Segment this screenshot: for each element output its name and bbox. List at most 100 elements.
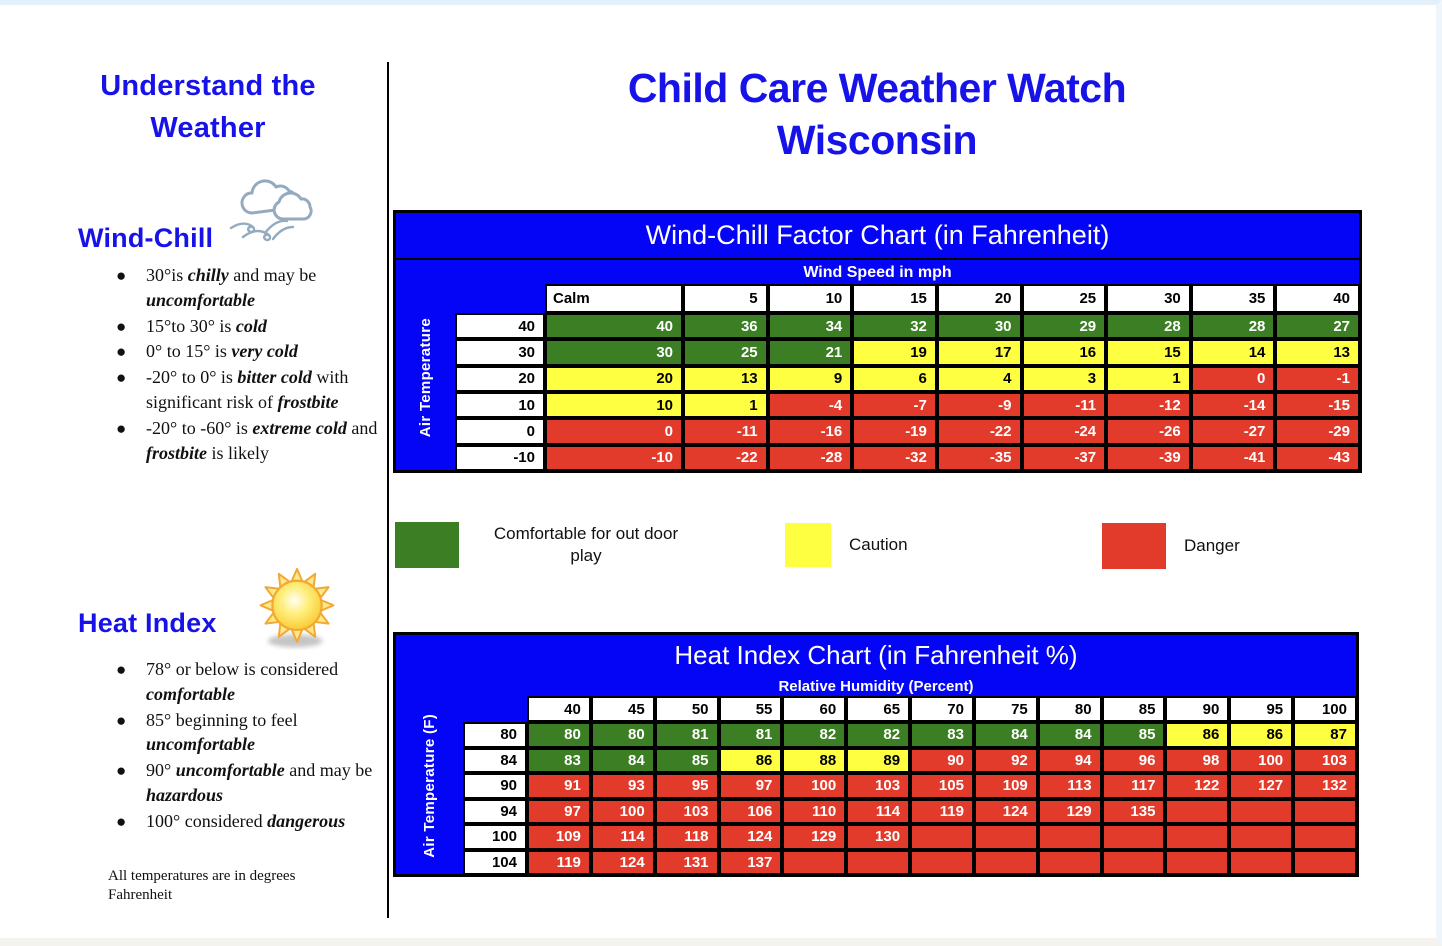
value-cell: 132 <box>1293 773 1357 799</box>
comfortable-color-swatch <box>395 522 459 568</box>
value-cell: -19 <box>852 418 937 445</box>
value-cell <box>1229 849 1294 875</box>
temperature-footnote: All temperatures are in degrees Fahrenhe… <box>108 868 296 903</box>
value-cell: 13 <box>683 365 768 393</box>
legend-danger: Danger <box>1102 523 1240 569</box>
column-header: 10 <box>767 284 853 313</box>
value-cell <box>782 849 847 875</box>
value-cell: 9 <box>767 365 853 393</box>
air-temperature-axis-label: Air Temperature (F) <box>396 697 462 874</box>
value-cell: 103 <box>846 773 911 799</box>
value-cell <box>1037 849 1102 875</box>
value-cell: 84 <box>590 747 655 773</box>
value-cell: -10 <box>545 444 683 472</box>
value-cell: 98 <box>1165 747 1230 773</box>
value-cell: 3 <box>1021 365 1107 393</box>
value-cell: -26 <box>1106 418 1191 445</box>
column-header: 60 <box>782 696 847 722</box>
value-cell: -14 <box>1190 391 1276 419</box>
wind-chill-heading: Wind-Chill <box>78 223 214 253</box>
value-cell: -39 <box>1106 444 1191 472</box>
caution-color-swatch <box>785 523 831 567</box>
column-header: 55 <box>718 696 783 722</box>
value-cell: 135 <box>1101 798 1166 824</box>
column-header: 40 <box>1275 284 1360 313</box>
value-cell <box>1101 824 1166 850</box>
air-temperature-axis-text: Air Temperature (F) <box>420 713 438 858</box>
value-cell: 6 <box>852 365 937 393</box>
value-cell: 30 <box>545 339 683 366</box>
bullet-item: ● 78° or below is considered comfortable <box>112 657 397 707</box>
caution-label: Caution <box>849 534 908 554</box>
value-cell: 129 <box>782 824 847 850</box>
value-cell: -16 <box>767 418 853 445</box>
value-cell: 40 <box>545 312 683 340</box>
vertical-divider <box>387 62 389 918</box>
value-cell: 92 <box>973 747 1038 773</box>
value-cell: 14 <box>1190 339 1276 366</box>
bullet-marker: ● <box>116 342 127 362</box>
value-cell: 86 <box>1229 722 1294 748</box>
danger-label: Danger <box>1184 535 1240 555</box>
value-cell: 4 <box>936 365 1022 393</box>
value-cell: -35 <box>936 444 1022 472</box>
bullet-item: ● -20° to 0° is bitter cold with signific… <box>112 365 390 415</box>
value-cell <box>1229 824 1294 850</box>
bullet-text: 0° to 15° is very cold <box>146 341 298 362</box>
bullet-text: 85° beginning to feel uncomfortable <box>146 709 298 755</box>
value-cell: 130 <box>846 824 911 850</box>
value-cell: 127 <box>1229 773 1294 799</box>
value-cell: -9 <box>936 391 1022 419</box>
value-cell: -28 <box>767 444 853 472</box>
value-cell: 21 <box>767 339 853 366</box>
value-cell: 30 <box>936 312 1022 340</box>
value-cell: 100 <box>590 798 655 824</box>
value-cell: 0 <box>1190 365 1276 393</box>
value-cell: 109 <box>527 824 591 850</box>
value-cell: 131 <box>654 849 719 875</box>
bullet-text: -20° to -60° is extreme cold and frostbi… <box>146 417 378 463</box>
bullet-marker: ● <box>116 761 127 781</box>
value-cell: 15 <box>1106 339 1191 366</box>
column-header: 80 <box>1037 696 1102 722</box>
row-header: -10 <box>455 444 545 472</box>
value-cell: 122 <box>1165 773 1230 799</box>
bullet-text: 100° considered dangerous <box>146 810 346 831</box>
value-cell: 86 <box>718 747 783 773</box>
value-cell: 34 <box>767 312 853 340</box>
value-cell: 87 <box>1293 722 1357 748</box>
row-header: 0 <box>455 418 545 445</box>
row-header: 40 <box>455 312 545 340</box>
row-header: 10 <box>455 391 545 419</box>
value-cell: 100 <box>782 773 847 799</box>
column-header: 15 <box>852 284 937 313</box>
row-header: 20 <box>455 365 545 393</box>
page-title-line2: Wisconsin <box>776 116 978 163</box>
column-header: 5 <box>683 284 768 313</box>
value-cell: 103 <box>654 798 719 824</box>
value-cell: 96 <box>1101 747 1166 773</box>
value-cell: 27 <box>1275 312 1360 340</box>
column-header: 90 <box>1165 696 1230 722</box>
column-header: 75 <box>973 696 1038 722</box>
bullet-marker: ● <box>116 316 127 336</box>
value-cell: 16 <box>1021 339 1107 366</box>
value-cell: 90 <box>910 747 974 773</box>
value-cell: 1 <box>1106 365 1191 393</box>
value-cell <box>1165 824 1230 850</box>
value-cell <box>1293 798 1357 824</box>
value-cell <box>910 824 974 850</box>
value-cell: 114 <box>846 798 911 824</box>
value-cell: 13 <box>1275 339 1360 366</box>
column-header: 95 <box>1229 696 1294 722</box>
value-cell: 82 <box>782 722 847 748</box>
value-cell: 29 <box>1021 312 1107 340</box>
bullet-text: 30°is chilly and may be uncomfortable <box>146 265 317 310</box>
value-cell: -29 <box>1275 418 1360 445</box>
column-header: 65 <box>846 696 911 722</box>
row-header: 94 <box>463 798 527 824</box>
row-header: 84 <box>463 747 527 773</box>
value-cell <box>1101 849 1166 875</box>
bullet-marker: ● <box>116 368 127 388</box>
value-cell: 20 <box>545 365 683 393</box>
